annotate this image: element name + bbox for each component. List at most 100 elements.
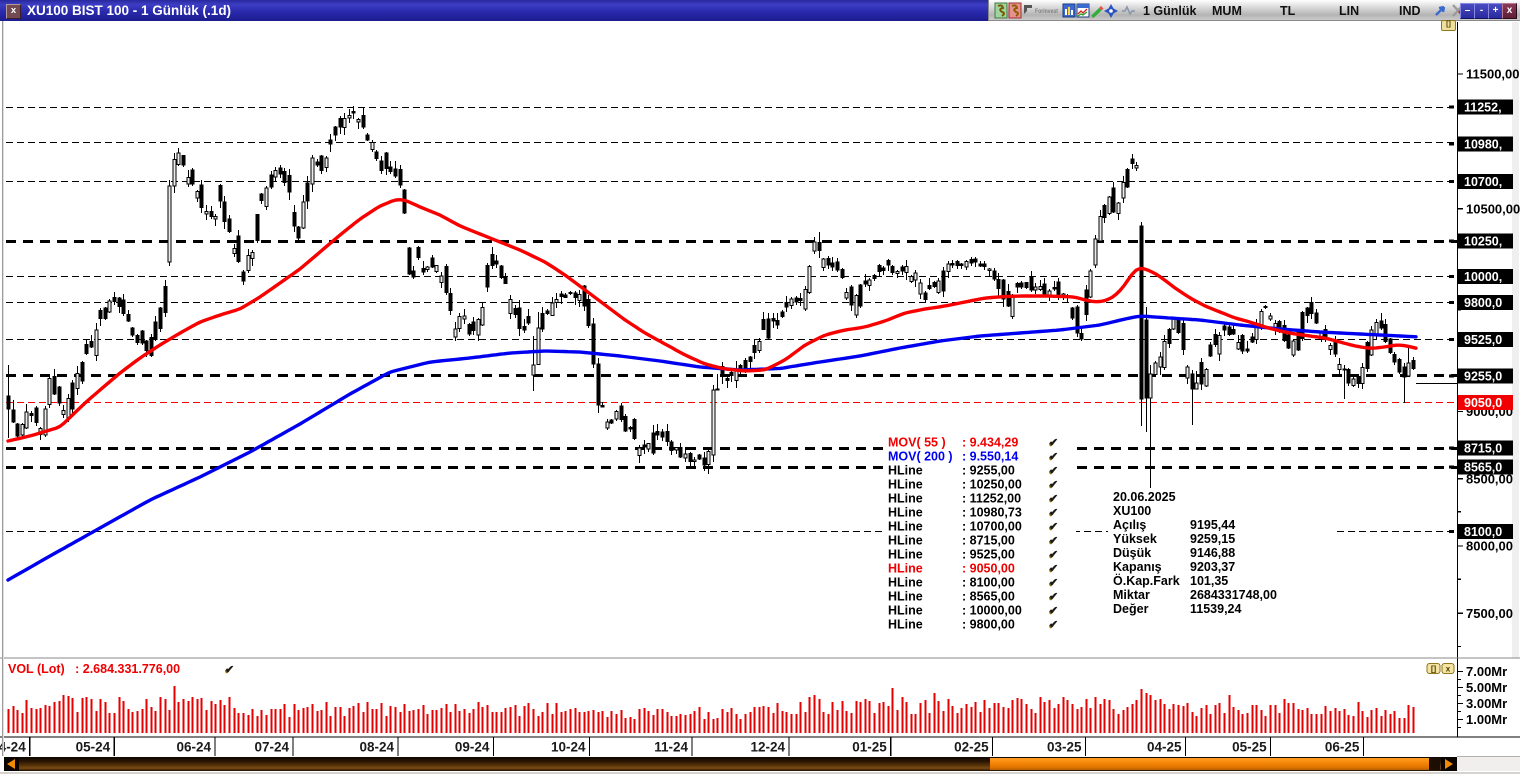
svg-text:HLine: HLine xyxy=(888,576,923,590)
svg-text:HLine: HLine xyxy=(888,478,923,492)
svg-text:11500,00: 11500,00 xyxy=(1466,67,1520,82)
svg-text:: 8565,00: : 8565,00 xyxy=(962,590,1015,604)
svg-text:04-24: 04-24 xyxy=(0,740,26,755)
svg-text:✔: ✔ xyxy=(1048,620,1057,632)
svg-text:x: x xyxy=(1446,665,1451,674)
svg-text:✔: ✔ xyxy=(1048,592,1057,604)
svg-text:✔: ✔ xyxy=(1049,549,1058,561)
svg-text:HLine: HLine xyxy=(888,562,923,576)
svg-text:Ö.Kap.Fark: Ö.Kap.Fark xyxy=(1113,573,1180,588)
svg-text:5.00Mr: 5.00Mr xyxy=(1466,680,1507,695)
svg-text:2684331748,00: 2684331748,00 xyxy=(1190,588,1277,602)
svg-text:: 11252,00: : 11252,00 xyxy=(962,492,1021,506)
svg-text:✔: ✔ xyxy=(1048,508,1057,520)
svg-text:: 9.434,29: : 9.434,29 xyxy=(962,436,1018,450)
svg-text:✔: ✔ xyxy=(1049,479,1058,491)
svg-text:HLine: HLine xyxy=(888,464,923,478)
svg-text:✔: ✔ xyxy=(1048,438,1057,450)
svg-text:10700,: 10700, xyxy=(1464,175,1502,189)
svg-text:06-24: 06-24 xyxy=(176,740,211,755)
svg-text:Açılış: Açılış xyxy=(1113,518,1146,532)
svg-text:: 9.550,14: : 9.550,14 xyxy=(962,450,1018,464)
svg-text:11-24: 11-24 xyxy=(654,740,688,755)
svg-text:: 9050,00: : 9050,00 xyxy=(962,562,1015,576)
svg-text:8000,00: 8000,00 xyxy=(1466,539,1513,554)
svg-text:8565,0: 8565,0 xyxy=(1464,461,1502,475)
svg-text:8715,0: 8715,0 xyxy=(1464,441,1502,455)
svg-text:1.00Mr: 1.00Mr xyxy=(1466,712,1507,727)
svg-text:9259,15: 9259,15 xyxy=(1190,532,1235,546)
svg-text:✔: ✔ xyxy=(1049,619,1058,631)
svg-text:7500,00: 7500,00 xyxy=(1466,606,1513,621)
svg-text:✔: ✔ xyxy=(1049,605,1058,617)
svg-text:10980,: 10980, xyxy=(1464,138,1502,152)
svg-text:03-25: 03-25 xyxy=(1047,740,1082,755)
svg-text:✔: ✔ xyxy=(1049,507,1058,519)
svg-text:✔: ✔ xyxy=(1049,437,1058,449)
svg-text:09-24: 09-24 xyxy=(455,740,490,755)
svg-text:02-25: 02-25 xyxy=(954,740,989,755)
svg-text:9050,0: 9050,0 xyxy=(1464,396,1502,410)
svg-text:10-24: 10-24 xyxy=(551,740,586,755)
svg-text:06-25: 06-25 xyxy=(1325,740,1360,755)
svg-text:HLine: HLine xyxy=(888,618,923,632)
svg-text:HLine: HLine xyxy=(888,590,923,604)
svg-text:7.00Mr: 7.00Mr xyxy=(1466,664,1507,679)
svg-text:9255,0: 9255,0 xyxy=(1464,369,1502,383)
svg-text:9525,0: 9525,0 xyxy=(1464,333,1502,347)
svg-text:HLine: HLine xyxy=(888,534,923,548)
svg-text:: 9800,00: : 9800,00 xyxy=(962,618,1015,632)
svg-text:Değer: Değer xyxy=(1113,602,1149,616)
svg-text:✔: ✔ xyxy=(1049,465,1058,477)
svg-text:✔: ✔ xyxy=(1049,451,1058,463)
svg-text:Kapanış: Kapanış xyxy=(1113,560,1162,574)
svg-text:10500,00: 10500,00 xyxy=(1466,201,1520,216)
svg-text:: 9255,00: : 9255,00 xyxy=(962,464,1015,478)
svg-text:9195,44: 9195,44 xyxy=(1190,518,1235,532)
svg-text:8500,00: 8500,00 xyxy=(1466,471,1513,486)
svg-text:Yüksek: Yüksek xyxy=(1113,532,1157,546)
svg-text:XU100: XU100 xyxy=(1113,504,1151,518)
svg-text:101,35: 101,35 xyxy=(1190,574,1228,588)
svg-text:✔: ✔ xyxy=(1049,521,1058,533)
svg-text:✔: ✔ xyxy=(1049,563,1058,575)
svg-text:[]: [] xyxy=(1431,665,1437,674)
svg-text:✔: ✔ xyxy=(1048,536,1057,548)
svg-text:: 10700,00: : 10700,00 xyxy=(962,520,1022,534)
svg-text:: 10250,00: : 10250,00 xyxy=(962,478,1022,492)
svg-text:04-25: 04-25 xyxy=(1147,740,1182,755)
svg-text:9146,88: 9146,88 xyxy=(1190,546,1235,560)
svg-text:✔: ✔ xyxy=(1048,578,1057,590)
svg-text:MOV( 55 ): MOV( 55 ) xyxy=(888,436,946,450)
svg-text:✔: ✔ xyxy=(1049,535,1058,547)
svg-text:08-24: 08-24 xyxy=(359,740,394,755)
svg-text:07-24: 07-24 xyxy=(254,740,289,755)
svg-text:9203,37: 9203,37 xyxy=(1190,560,1235,574)
svg-text:Forinvest: Forinvest xyxy=(1035,8,1059,15)
svg-text:9800,0: 9800,0 xyxy=(1464,296,1502,310)
svg-text:3.00Mr: 3.00Mr xyxy=(1466,696,1507,711)
svg-text:MOV( 200 ): MOV( 200 ) xyxy=(888,450,953,464)
svg-text:✔: ✔ xyxy=(1048,494,1057,506)
svg-text:11252,: 11252, xyxy=(1464,101,1502,115)
svg-text:12-24: 12-24 xyxy=(750,740,785,755)
svg-text:✔: ✔ xyxy=(1048,480,1057,492)
svg-text:HLine: HLine xyxy=(888,506,923,520)
svg-text:10000,: 10000, xyxy=(1464,270,1502,284)
svg-text:Düşük: Düşük xyxy=(1113,546,1151,560)
svg-text:✔: ✔ xyxy=(1049,591,1058,603)
svg-text:HLine: HLine xyxy=(888,548,923,562)
svg-text:05-25: 05-25 xyxy=(1232,740,1267,755)
svg-text:: 8715,00: : 8715,00 xyxy=(962,534,1015,548)
svg-text:✔: ✔ xyxy=(1048,564,1057,576)
svg-text:✔: ✔ xyxy=(225,664,234,676)
svg-text:: 9525,00: : 9525,00 xyxy=(962,548,1015,562)
svg-text:✔: ✔ xyxy=(1049,493,1058,505)
svg-text:✔: ✔ xyxy=(1048,522,1057,534)
svg-text:HLine: HLine xyxy=(888,492,923,506)
svg-text:10250,: 10250, xyxy=(1464,235,1502,249)
svg-text:05-24: 05-24 xyxy=(76,740,111,755)
svg-text:Miktar: Miktar xyxy=(1113,588,1150,602)
svg-text:HLine: HLine xyxy=(888,604,923,618)
svg-text:11539,24: 11539,24 xyxy=(1190,602,1241,616)
